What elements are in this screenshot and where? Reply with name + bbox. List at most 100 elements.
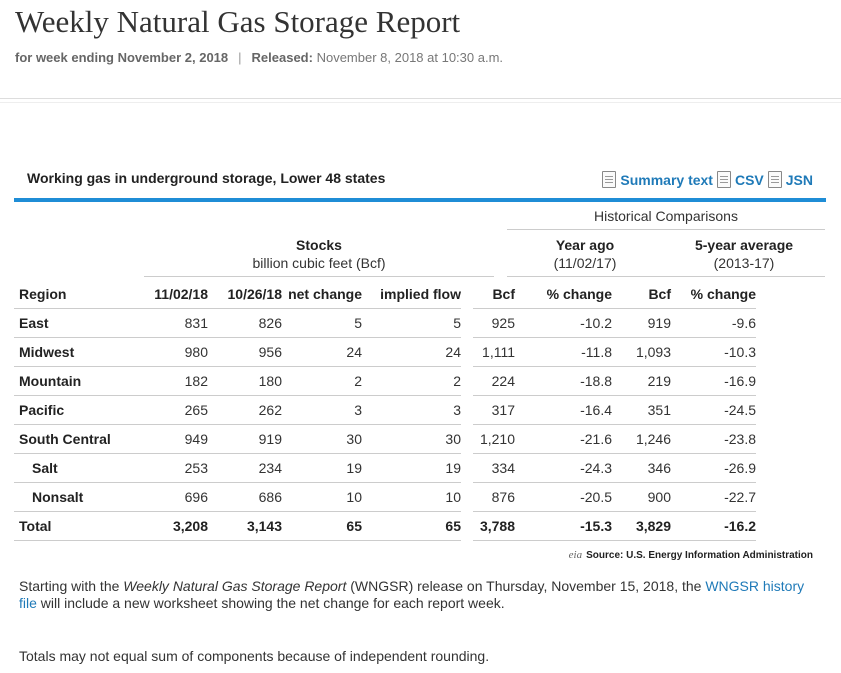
json-label: JSN	[785, 171, 813, 188]
rounding-note: Totals may not equal sum of components b…	[19, 648, 490, 664]
value-cell: 19	[282, 453, 362, 483]
csv-label: CSV	[734, 171, 764, 188]
table-row: Nonsalt 696 686 10 10 876 -20.5 900 -22.7	[14, 482, 756, 512]
value-cell: -24.3	[515, 453, 612, 483]
value-cell: 919	[208, 424, 282, 454]
stocks-group-header: Stocks billion cubic feet (Bcf)	[144, 236, 494, 272]
value-cell: -20.5	[515, 482, 612, 512]
value-cell: 1,111	[473, 337, 515, 367]
json-link[interactable]: JSN	[767, 171, 813, 188]
value-cell: 317	[473, 395, 515, 425]
value-cell: -22.7	[671, 482, 756, 512]
separator: |	[238, 50, 242, 65]
value-cell: 2	[282, 366, 362, 396]
historical-comparisons-header: Historical Comparisons	[594, 208, 738, 224]
value-cell: -18.8	[515, 366, 612, 396]
value-cell: -21.6	[515, 424, 612, 454]
summary-text-label: Summary text	[620, 171, 713, 188]
table-row: Midwest 980 956 24 24 1,111 -11.8 1,093 -10.3	[14, 337, 756, 367]
notice-report-name: Weekly Natural Gas Storage Report	[123, 578, 347, 594]
divider	[144, 276, 494, 277]
column-header: Bcf	[473, 280, 515, 309]
value-cell: 1,210	[473, 424, 515, 454]
column-header: net change	[282, 280, 362, 309]
value-cell: -15.3	[515, 511, 612, 541]
value-cell: 182	[144, 366, 208, 396]
notice-text-part: Starting with the	[19, 578, 124, 594]
value-cell: 65	[282, 511, 362, 541]
notice-text-part: will include a new worksheet showing the…	[36, 595, 505, 611]
table-row: Mountain 182 180 2 2 224 -18.8 219 -16.9	[14, 366, 756, 396]
year-ago-title: Year ago	[555, 237, 615, 253]
value-cell: 919	[612, 308, 671, 338]
notice-text: Starting with the Weekly Natural Gas Sto…	[19, 578, 824, 612]
value-cell: 219	[612, 366, 671, 396]
wngsr-history-link[interactable]: WNGSR history file	[19, 578, 805, 611]
table-title: Working gas in underground storage, Lowe…	[27, 170, 386, 186]
value-cell: 3,143	[208, 511, 282, 541]
value-cell: 351	[612, 395, 671, 425]
region-cell: Pacific	[14, 395, 144, 425]
table-row: Pacific 265 262 3 3 317 -16.4 351 -24.5	[14, 395, 756, 425]
value-cell: 900	[612, 482, 671, 512]
value-cell: 334	[473, 453, 515, 483]
value-cell: 956	[208, 337, 282, 367]
value-cell: -10.2	[515, 308, 612, 338]
column-header: Bcf	[612, 280, 671, 309]
value-cell: 696	[144, 482, 208, 512]
value-cell: 19	[362, 453, 461, 483]
value-cell: 1,093	[612, 337, 671, 367]
source-note: eia Source: U.S. Energy Information Admi…	[569, 549, 813, 561]
divider	[0, 102, 841, 103]
value-cell: -16.2	[671, 511, 756, 541]
region-cell: Mountain	[14, 366, 144, 396]
summary-text-link[interactable]: Summary text	[602, 171, 713, 188]
value-cell: 5	[362, 308, 461, 338]
document-icon	[767, 171, 782, 188]
released-label: Released:	[251, 50, 313, 65]
value-cell: 30	[282, 424, 362, 454]
value-cell: 3	[282, 395, 362, 425]
column-header: 11/02/18	[144, 280, 208, 309]
value-cell: 5	[282, 308, 362, 338]
stocks-subtitle: billion cubic feet (Bcf)	[252, 255, 386, 271]
value-cell: 3,829	[612, 511, 671, 541]
value-cell: 65	[362, 511, 461, 541]
value-cell: 346	[612, 453, 671, 483]
value-cell: 234	[208, 453, 282, 483]
value-cell: 949	[144, 424, 208, 454]
value-cell: 1,246	[612, 424, 671, 454]
five-year-title: 5-year average	[694, 237, 794, 253]
value-cell: 2	[362, 366, 461, 396]
value-cell: -16.4	[515, 395, 612, 425]
csv-link[interactable]: CSV	[716, 171, 764, 188]
value-cell: 3,208	[144, 511, 208, 541]
region-cell: South Central	[14, 424, 144, 454]
divider	[0, 98, 841, 99]
value-cell: 24	[282, 337, 362, 367]
table-row: Salt 253 234 19 19 334 -24.3 346 -26.9	[14, 453, 756, 483]
value-cell: 3,788	[473, 511, 515, 541]
value-cell: 30	[362, 424, 461, 454]
value-cell: 265	[144, 395, 208, 425]
table-row: South Central 949 919 30 30 1,210 -21.6 1,246 -2…	[14, 424, 756, 454]
value-cell: 24	[362, 337, 461, 367]
value-cell: -26.9	[671, 453, 756, 483]
document-icon	[716, 171, 731, 188]
year-ago-group-header: Year ago (11/02/17)	[512, 236, 658, 272]
released-value: November 8, 2018 at 10:30 a.m.	[316, 50, 504, 65]
source-text: Source: U.S. Energy Information Administ…	[586, 549, 813, 561]
value-cell: 224	[473, 366, 515, 396]
value-cell: -9.6	[671, 308, 756, 338]
region-cell: East	[14, 308, 144, 338]
region-cell: Nonsalt	[14, 482, 144, 512]
table-total-row: Total 3,208 3,143 65 65 3,788 -15.3 3,829 -16.2	[14, 511, 756, 541]
value-cell: 686	[208, 482, 282, 512]
notice-text-part: (WNGSR) release on Thursday, November 15…	[346, 578, 706, 594]
column-header: % change	[671, 280, 756, 309]
column-header: implied flow	[362, 280, 461, 309]
year-ago-subtitle: (11/02/17)	[553, 255, 617, 271]
column-header: % change	[515, 280, 612, 309]
eia-logo: eia	[568, 549, 583, 561]
value-cell: 10	[362, 482, 461, 512]
